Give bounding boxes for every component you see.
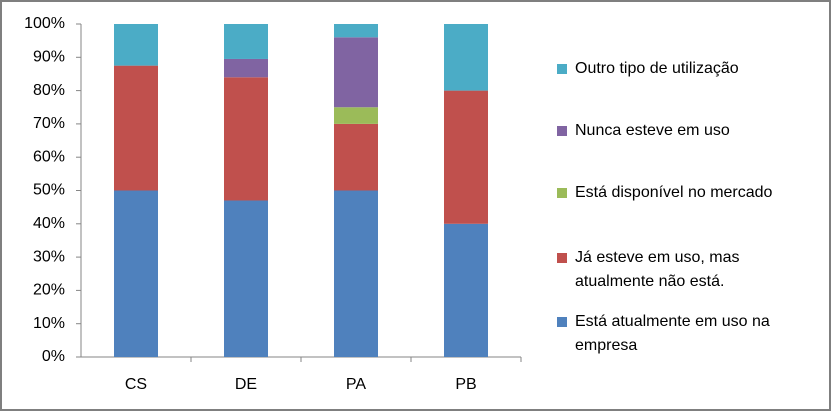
bar-segment (444, 223, 488, 357)
legend-label: Está atualmente em uso na empresa (575, 313, 770, 354)
y-tick-label: 0% (42, 348, 65, 365)
legend-swatch (557, 188, 567, 198)
y-tick-label: 70% (33, 115, 65, 132)
y-tick-label: 100% (24, 15, 65, 32)
y-tick-label: 40% (33, 215, 65, 232)
legend-item: Já esteve em uso, mas atualmente não est… (557, 246, 822, 294)
bar-segment (224, 24, 268, 59)
legend-label: Já esteve em uso, mas atualmente não est… (575, 249, 740, 290)
legend-item: Está disponível no mercado (557, 181, 822, 205)
bar-segment (224, 58, 268, 78)
bar-segment (334, 37, 378, 108)
bar-segment (334, 107, 378, 124)
x-tick-label: PB (455, 376, 476, 393)
bar-segment (334, 24, 378, 38)
y-tick-label: 60% (33, 148, 65, 165)
bar-segment (224, 77, 268, 201)
x-tick-label: DE (235, 376, 257, 393)
legend-swatch (557, 64, 567, 74)
bar-segment (334, 123, 378, 191)
legend-item: Outro tipo de utilização (557, 57, 822, 81)
legend-label: Nunca esteve em uso (575, 122, 730, 139)
legend-label: Outro tipo de utilização (575, 60, 739, 77)
legend-item: Está atualmente em uso na empresa (557, 310, 822, 358)
bar-segment (114, 24, 158, 66)
y-tick-label: 90% (33, 49, 65, 66)
bar-segment (334, 190, 378, 357)
bar-segment (444, 24, 488, 91)
y-tick-label: 50% (33, 182, 65, 199)
legend-label: Está disponível no mercado (575, 184, 773, 201)
x-tick-label: PA (346, 376, 366, 393)
bar-segment (114, 190, 158, 357)
legend-swatch (557, 126, 567, 136)
y-tick-label: 10% (33, 315, 65, 332)
legend-item: Nunca esteve em uso (557, 119, 822, 143)
bar-segment (114, 65, 158, 191)
legend-swatch (557, 317, 567, 327)
bar-segment (444, 90, 488, 224)
y-tick-label: 80% (33, 82, 65, 99)
legend-swatch (557, 253, 567, 263)
bar-segment (224, 200, 268, 357)
y-tick-label: 20% (33, 282, 65, 299)
x-tick-label: CS (125, 376, 147, 393)
y-tick-label: 30% (33, 248, 65, 265)
